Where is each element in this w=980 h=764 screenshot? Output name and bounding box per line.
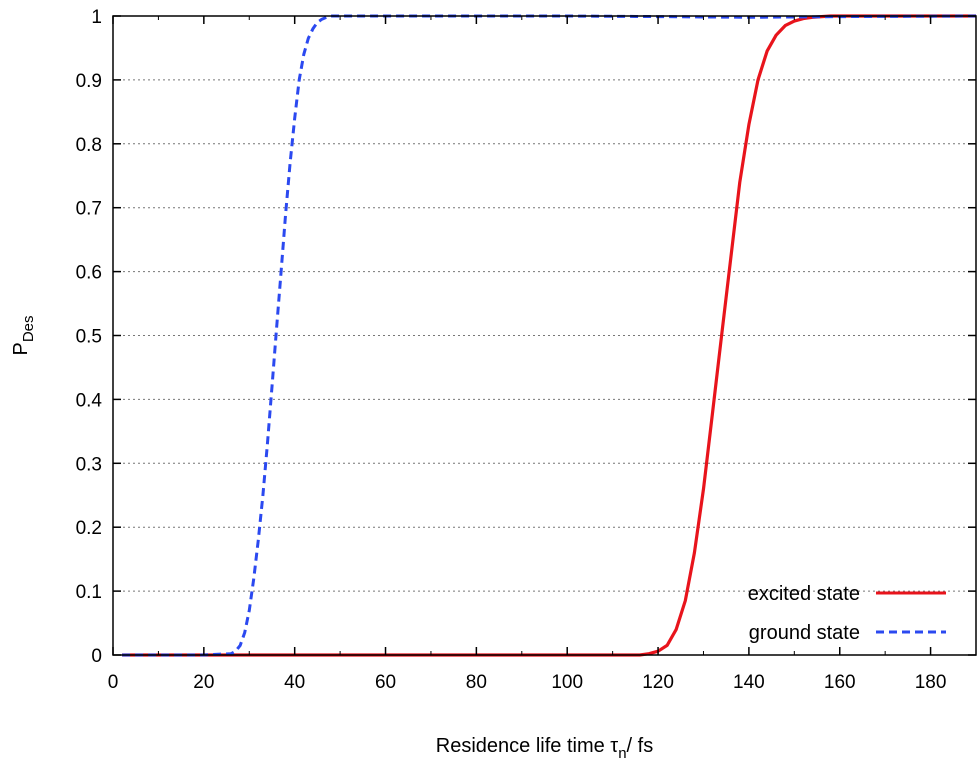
ticks <box>112 15 976 656</box>
x-axis-title-tail: / fs <box>627 735 654 757</box>
y-tick-label: 0.8 <box>76 135 102 156</box>
y-tick-label: 0.9 <box>76 71 102 92</box>
y-tick-label: 0.3 <box>76 454 102 475</box>
x-tick-label: 80 <box>466 672 487 693</box>
y-axis-title-main: P <box>10 342 32 355</box>
y-tick-label: 0 <box>91 646 102 667</box>
y-tick-label: 0.5 <box>76 327 102 348</box>
x-tick-label: 0 <box>108 672 119 693</box>
y-tick-label: 0.2 <box>76 518 102 539</box>
y-tick-label: 0.4 <box>76 390 103 411</box>
x-tick-label: 180 <box>915 672 947 693</box>
legend-label: ground state <box>749 622 860 644</box>
y-axis-title-subscript: Des <box>20 315 37 342</box>
y-tick-label: 0.1 <box>76 582 102 603</box>
x-axis-title: Residence life time τn/ fs <box>436 735 653 762</box>
x-tick-label: 40 <box>284 672 305 693</box>
x-axis-title-main: Residence life time τ <box>436 735 619 757</box>
y-axis-title: PDes <box>10 315 37 355</box>
grid-lines <box>113 79 976 592</box>
x-tick-label: 120 <box>642 672 674 693</box>
x-tick-label: 20 <box>193 672 214 693</box>
x-tick-label: 160 <box>824 672 856 693</box>
x-axis-title-subscript: n <box>618 745 626 762</box>
y-tick-label: 0.7 <box>76 199 102 220</box>
legend-label: excited state <box>748 583 860 605</box>
legend: excited state ground state <box>748 583 946 644</box>
y-tick-label: 1 <box>91 7 102 28</box>
x-tick-label: 100 <box>551 672 583 693</box>
x-tick-label: 140 <box>733 672 765 693</box>
tick-labels: 0 0.1 0.2 0.3 0.4 0.5 0.6 0.7 0.8 0.9 1 0 20 40 60 80 10… <box>76 7 947 693</box>
y-tick-label: 0.6 <box>76 263 102 284</box>
x-tick-label: 60 <box>375 672 396 693</box>
